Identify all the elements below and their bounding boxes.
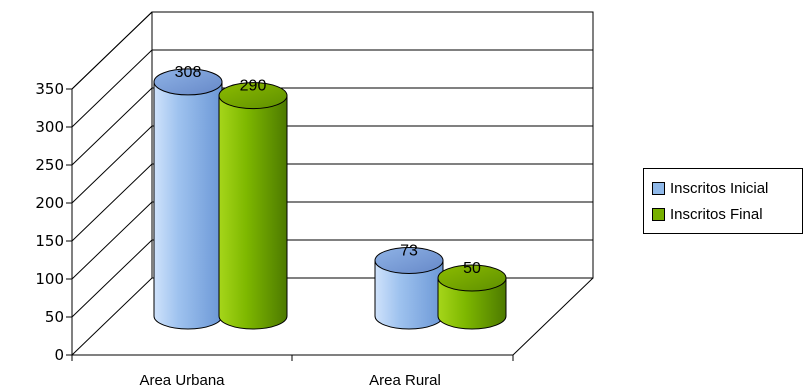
bar-top-inscritos-inicial-area-urbana xyxy=(153,68,223,96)
bar-body-inscritos-final-area-urbana xyxy=(218,95,288,330)
y-tick-label-350: 350 xyxy=(35,80,64,98)
legend-item-inscritos-inicial: Inscritos Inicial xyxy=(652,177,768,199)
data-label-inscritos-inicial-area-rural: 73 xyxy=(400,243,418,260)
data-label-inscritos-inicial-area-urbana: 308 xyxy=(175,64,202,81)
floor-right-edge xyxy=(512,277,594,356)
gridline-side-250 xyxy=(71,87,153,166)
gridlines xyxy=(71,11,593,318)
legend: Inscritos Inicial Inscritos Final xyxy=(643,168,803,234)
gridline-side-100 xyxy=(71,201,153,280)
legend-swatch-inscritos-inicial xyxy=(652,181,665,195)
plot-walls xyxy=(71,11,594,356)
gridline-side-200 xyxy=(71,125,153,204)
y-tick-label-250: 250 xyxy=(35,156,64,174)
y-tick-label-150: 150 xyxy=(35,232,64,250)
y-tick-label-200: 200 xyxy=(35,194,64,212)
bar-top-inscritos-inicial-area-rural xyxy=(374,247,444,275)
bar-inscritos-inicial-area-rural xyxy=(374,247,444,330)
bar-body-inscritos-final-area-rural xyxy=(437,277,507,330)
gridline-side-150 xyxy=(71,163,153,242)
data-labels: 308 290 73 50 xyxy=(175,64,481,277)
legend-label-inscritos-final: Inscritos Final xyxy=(670,205,763,223)
category-labels: Area Urbana Area Rural xyxy=(139,372,440,389)
data-label-inscritos-final-area-urbana: 290 xyxy=(240,78,267,95)
bar-body-inscritos-inicial-area-urbana xyxy=(153,81,223,330)
y-tick-label-0: 0 xyxy=(54,346,64,364)
y-axis xyxy=(66,88,514,361)
y-tick-labels: 0 50 100 150 200 250 300 350 xyxy=(35,80,64,364)
bars xyxy=(153,68,507,330)
legend-item-inscritos-final: Inscritos Final xyxy=(652,203,763,225)
bar-top-inscritos-final-area-rural xyxy=(437,264,507,292)
floor-left-edge xyxy=(71,277,153,356)
gridline-side-300 xyxy=(71,49,153,128)
bar-inscritos-final-area-rural xyxy=(437,264,507,330)
data-label-inscritos-final-area-rural: 50 xyxy=(463,260,481,277)
legend-swatch-inscritos-final xyxy=(652,207,665,221)
y-tick-label-100: 100 xyxy=(35,270,64,288)
bar-inscritos-final-area-urbana xyxy=(218,82,288,330)
bar-top-inscritos-final-area-urbana xyxy=(218,82,288,110)
bar-inscritos-inicial-area-urbana xyxy=(153,68,223,330)
legend-label-inscritos-inicial: Inscritos Inicial xyxy=(670,179,769,197)
gridline-side-350 xyxy=(71,11,153,90)
y-tick-label-50: 50 xyxy=(45,308,64,326)
category-label-area-urbana: Area Urbana xyxy=(139,372,225,389)
category-label-area-rural: Area Rural xyxy=(369,372,441,389)
gridline-side-50 xyxy=(71,239,153,318)
y-tick-label-300: 300 xyxy=(35,118,64,136)
